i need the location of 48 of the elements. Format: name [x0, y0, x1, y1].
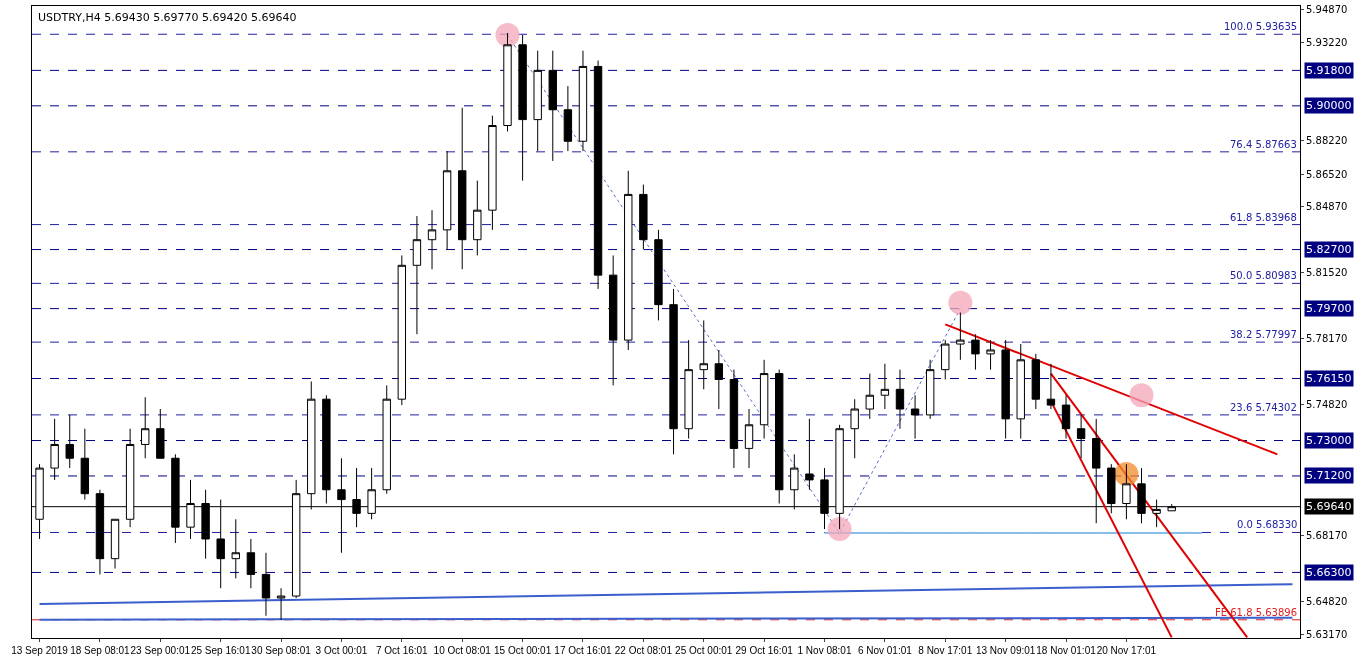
x-tick-label: 10 Oct 08:01 — [433, 645, 492, 656]
y-tick-label: 5.63170 — [1306, 628, 1348, 640]
x-tick-label: 22 Oct 08:01 — [614, 645, 673, 656]
x-tick-label: 6 Nov 01:01 — [857, 645, 913, 656]
x-tick-label: 15 Oct 00:01 — [493, 645, 552, 656]
y-tick-label: 5.74820 — [1306, 399, 1348, 411]
ref-line-label: 5.66300 — [1306, 566, 1352, 579]
y-tick-label: 5.86520 — [1306, 168, 1348, 180]
y-tick-label: 5.88220 — [1306, 135, 1348, 147]
x-tick-label: 8 Nov 17:01 — [918, 645, 973, 656]
ref-line-label: 5.69640 — [1306, 500, 1352, 513]
y-tick-label: 5.78170 — [1306, 333, 1348, 345]
x-tick-label: 13 Sep 2019 — [11, 645, 69, 656]
annotation: 100.0 5.93635 — [1224, 21, 1298, 32]
x-tick-label: 25 Sep 16:01 — [190, 645, 251, 656]
annotation: 23.6 5.74302 — [1230, 402, 1297, 413]
x-tick-label: 30 Sep 08:01 — [251, 645, 312, 656]
x-tick-label: 29 Oct 16:01 — [735, 645, 794, 656]
x-tick-label: 13 Nov 09:01 — [975, 645, 1036, 656]
x-tick-label: 20 Nov 17:01 — [1096, 645, 1157, 656]
y-tick-label: 5.68170 — [1306, 530, 1348, 542]
x-tick-label: 25 Oct 00:01 — [675, 645, 733, 656]
ref-line-label: 5.79700 — [1306, 302, 1352, 315]
x-tick-label: 18 Nov 01:01 — [1036, 645, 1097, 656]
x-tick-label: 17 Oct 16:01 — [554, 645, 613, 656]
x-tick-label: 7 Oct 16:01 — [375, 645, 429, 656]
y-tick-label: 5.93220 — [1306, 36, 1348, 48]
ref-line-label: 5.90000 — [1306, 99, 1352, 112]
x-tick-label: 1 Nov 08:01 — [797, 645, 852, 656]
text: USDTRY,H4 5.69430 5.69770 5.69420 5.69640 — [38, 11, 297, 24]
annotation: 38.2 5.77997 — [1230, 329, 1297, 340]
annotation: 76.4 5.87663 — [1230, 139, 1297, 150]
ref-line-label: 5.82700 — [1306, 243, 1352, 256]
ref-line-label: 5.76150 — [1306, 372, 1352, 385]
y-tick-label: 5.64820 — [1306, 596, 1348, 608]
x-tick-label: 23 Sep 00:01 — [130, 645, 191, 656]
y-tick-label: 5.81520 — [1306, 267, 1348, 279]
ref-line-label: 5.71200 — [1306, 469, 1352, 482]
ref-line-label: 5.91800 — [1306, 64, 1352, 77]
annotation: 50.0 5.80983 — [1230, 270, 1297, 281]
annotation: 61.8 5.83968 — [1230, 212, 1297, 223]
y-tick-label: 5.94870 — [1306, 4, 1348, 16]
annotation: 0.0 5.68330 — [1237, 519, 1298, 530]
x-tick-label: 18 Sep 08:01 — [70, 645, 131, 656]
y-tick-label: 5.84870 — [1306, 201, 1348, 213]
x-tick-label: 3 Oct 00:01 — [315, 645, 368, 656]
annotation: FE 61.8 5.63896 — [1215, 607, 1298, 618]
ref-line-label: 5.73000 — [1306, 434, 1352, 447]
